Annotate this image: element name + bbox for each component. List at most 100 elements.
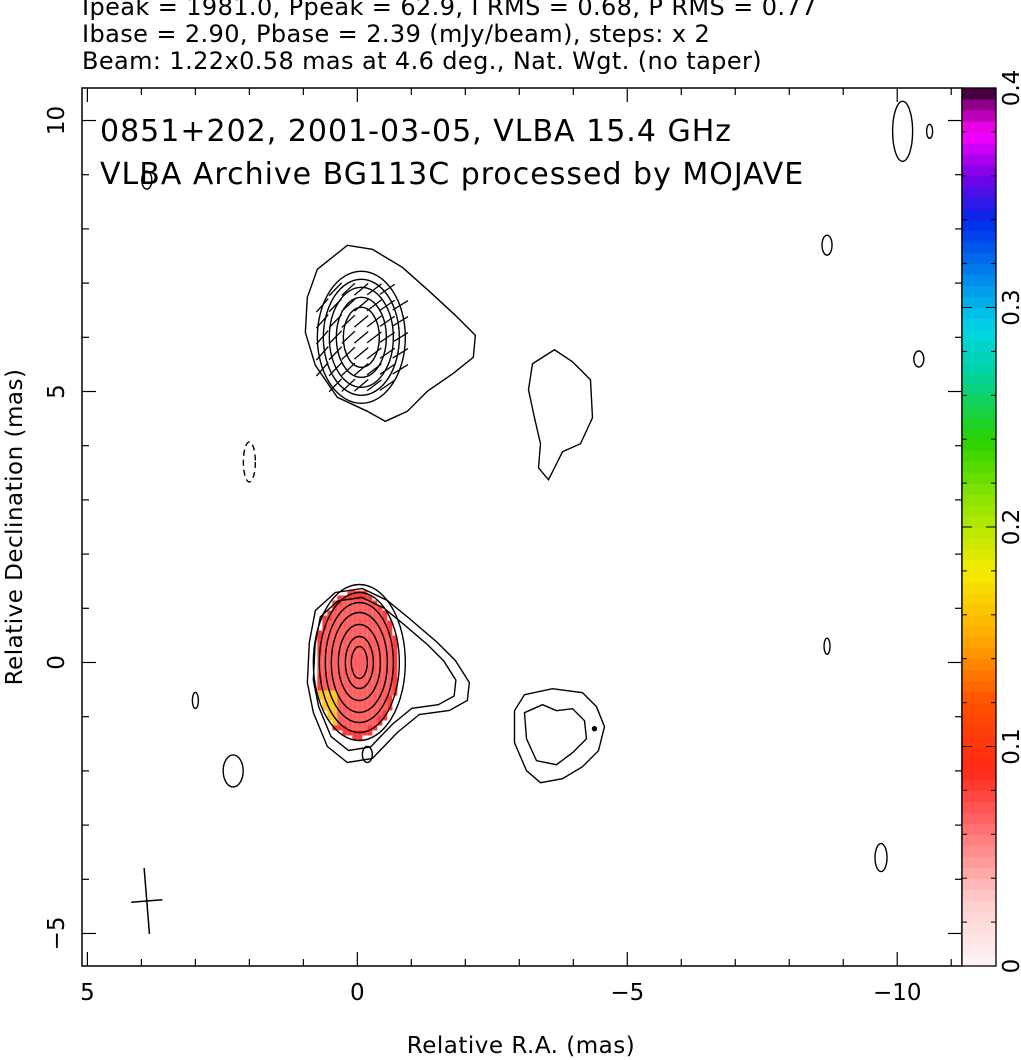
pixel bbox=[362, 650, 368, 656]
pixel bbox=[342, 625, 348, 631]
pixel bbox=[337, 655, 343, 661]
pixel bbox=[347, 725, 353, 731]
colorbar-band bbox=[962, 318, 996, 331]
colorbar-band bbox=[962, 252, 996, 265]
pixel bbox=[322, 645, 328, 651]
colorbar-band bbox=[962, 274, 996, 287]
pixel bbox=[317, 690, 323, 696]
pol-vector bbox=[392, 300, 409, 311]
pixel bbox=[372, 690, 378, 696]
pixel bbox=[357, 650, 363, 656]
colorbar-band bbox=[962, 889, 996, 901]
pixel bbox=[317, 635, 323, 641]
colorbar-band bbox=[962, 581, 996, 594]
pixel bbox=[357, 705, 363, 711]
pixel bbox=[382, 645, 388, 651]
pixel bbox=[337, 630, 343, 636]
pixel bbox=[392, 675, 398, 681]
colorbar-band bbox=[962, 790, 996, 802]
pixel bbox=[362, 595, 368, 601]
pol-vector bbox=[341, 346, 356, 360]
colorbar-band bbox=[962, 164, 996, 177]
pixel bbox=[352, 660, 358, 666]
pol-vector bbox=[379, 363, 396, 375]
pixel bbox=[372, 610, 378, 616]
colorbar-band bbox=[962, 944, 996, 956]
pixel bbox=[317, 630, 323, 636]
pixel bbox=[342, 690, 348, 696]
pixel bbox=[327, 615, 333, 621]
pixel bbox=[372, 650, 378, 656]
plot-frame bbox=[81, 87, 963, 967]
pixel bbox=[327, 670, 333, 676]
pol-vector bbox=[341, 362, 356, 376]
pixel bbox=[357, 620, 363, 626]
colorbar-band bbox=[962, 900, 996, 912]
pixel bbox=[382, 650, 388, 656]
pixel bbox=[367, 655, 373, 661]
pol-vector bbox=[354, 283, 369, 296]
contour-noise bbox=[874, 842, 888, 873]
pixel bbox=[387, 675, 393, 681]
pixel bbox=[377, 715, 383, 721]
archive-annotation: VLBA Archive BG113C processed by MOJAVE bbox=[100, 157, 804, 192]
pixel bbox=[352, 620, 358, 626]
pixel bbox=[352, 715, 358, 721]
pixel bbox=[337, 650, 343, 656]
pixel bbox=[347, 650, 353, 656]
pixel bbox=[337, 705, 343, 711]
pixel bbox=[347, 635, 353, 641]
pixel bbox=[357, 640, 363, 646]
pixel bbox=[367, 665, 373, 671]
pixel bbox=[332, 705, 338, 711]
colorbar-band bbox=[962, 570, 996, 583]
pixel bbox=[387, 630, 393, 636]
pol-vector bbox=[328, 346, 343, 361]
pixel bbox=[362, 615, 368, 621]
pixel bbox=[332, 695, 338, 701]
pixel bbox=[332, 625, 338, 631]
colorbar-band bbox=[962, 219, 996, 232]
pol-vector bbox=[392, 348, 409, 359]
colorbar-band bbox=[962, 208, 996, 221]
pixel bbox=[352, 690, 358, 696]
colorbar-band bbox=[962, 109, 996, 122]
y-axis-label: Relative Declination (mas) bbox=[2, 369, 28, 686]
pixel bbox=[362, 605, 368, 611]
pixel bbox=[352, 640, 358, 646]
pixel bbox=[352, 675, 358, 681]
colorbar-band bbox=[962, 548, 996, 561]
pixel bbox=[382, 655, 388, 661]
pixel bbox=[377, 645, 383, 651]
pixel bbox=[317, 685, 323, 691]
colorbar-band bbox=[962, 955, 996, 967]
pixel bbox=[317, 640, 323, 646]
pixel bbox=[337, 665, 343, 671]
pixel bbox=[362, 620, 368, 626]
pixel bbox=[352, 720, 358, 726]
pixel bbox=[347, 685, 353, 691]
pixel bbox=[367, 645, 373, 651]
pixel bbox=[357, 605, 363, 611]
pixel bbox=[367, 625, 373, 631]
contour-noise bbox=[891, 100, 914, 163]
pixel bbox=[372, 630, 378, 636]
contour-core-small bbox=[361, 745, 374, 764]
pixel bbox=[377, 690, 383, 696]
pixel bbox=[362, 675, 368, 681]
pixel bbox=[382, 625, 388, 631]
pixel bbox=[342, 600, 348, 606]
pixel bbox=[322, 685, 328, 691]
pixel bbox=[327, 665, 333, 671]
pixel bbox=[332, 690, 338, 696]
colorbar-band bbox=[962, 450, 996, 462]
pol-vector bbox=[354, 363, 369, 376]
pixel bbox=[342, 685, 348, 691]
pixel bbox=[377, 640, 383, 646]
pixel bbox=[387, 700, 393, 706]
pol-vector bbox=[379, 379, 396, 391]
pixel bbox=[387, 665, 393, 671]
pixel bbox=[347, 720, 353, 726]
pixel bbox=[392, 645, 398, 651]
